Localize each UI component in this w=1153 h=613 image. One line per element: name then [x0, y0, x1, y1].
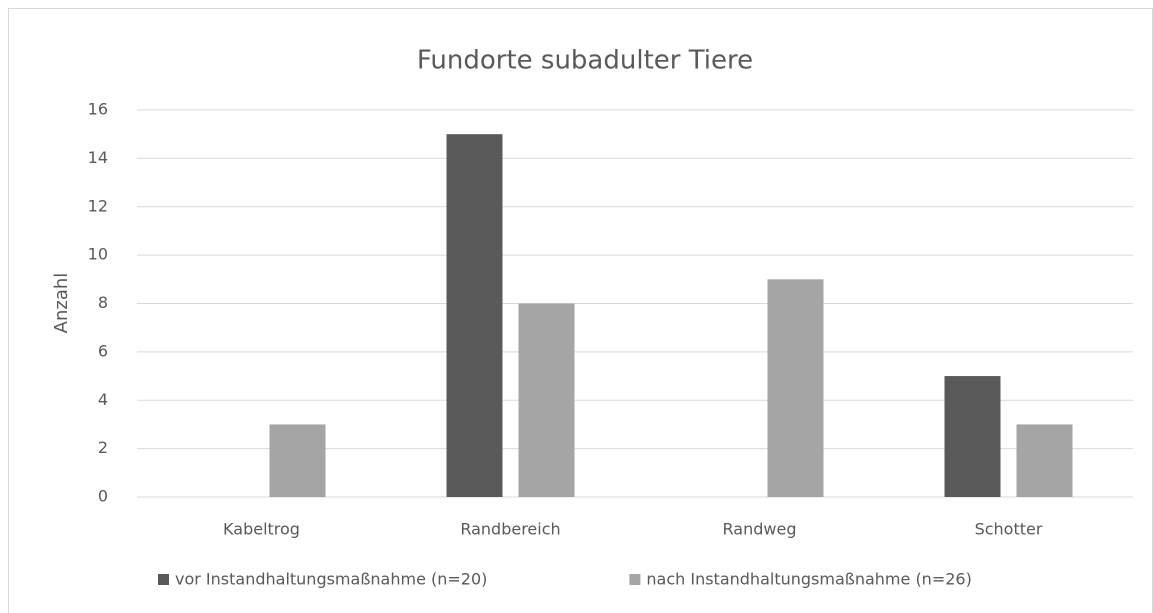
y-tick-label: 4	[98, 390, 108, 409]
legend-label: nach Instandhaltungsmaßnahme (n=26)	[646, 570, 971, 589]
bar	[767, 279, 824, 497]
y-tick-label: 2	[98, 438, 108, 457]
x-tick-label: Schotter	[975, 520, 1043, 539]
bar	[944, 376, 1001, 497]
legend-label: vor Instandhaltungsmaßnahme (n=20)	[175, 570, 487, 589]
x-tick-label: Kabeltrog	[223, 520, 300, 539]
chart-title: Fundorte subadulter Tiere	[417, 46, 753, 76]
y-tick-label: 16	[88, 100, 108, 119]
y-tick-label: 14	[88, 148, 108, 167]
bar	[269, 424, 326, 497]
bar	[446, 134, 503, 497]
chart-border	[8, 8, 1153, 613]
legend-swatch	[158, 574, 169, 585]
y-tick-label: 12	[88, 196, 108, 215]
x-tick-label: Randbereich	[460, 520, 560, 539]
x-tick-label: Randweg	[723, 520, 797, 539]
bar	[1016, 424, 1073, 497]
y-tick-label: 8	[98, 293, 108, 312]
legend-swatch	[629, 574, 641, 585]
y-tick-label: 10	[88, 245, 108, 264]
bar	[518, 303, 575, 497]
y-axis-label: Anzahl	[51, 273, 72, 334]
y-tick-label: 6	[98, 341, 108, 360]
y-tick-label: 0	[98, 487, 108, 506]
